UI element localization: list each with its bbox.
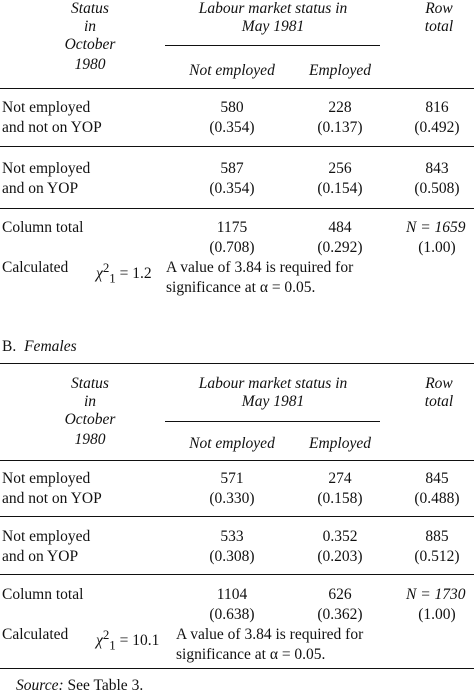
cell-row-total-prop: (0.492): [414, 119, 460, 136]
cell-employed: 274: [328, 470, 352, 487]
calculated-label: Calculated: [2, 626, 69, 643]
calculated-label: Calculated: [2, 259, 69, 276]
cell-not-employed-prop: (0.308): [209, 548, 255, 565]
row-label-line2: and not on YOP: [2, 490, 102, 507]
row-label-line1: Column total: [2, 586, 84, 603]
header-rule: [0, 460, 474, 461]
source-note: Source: See Table 3.: [16, 677, 143, 694]
header-rule: [0, 88, 474, 89]
row-label-line1: Not employed: [2, 470, 91, 487]
cell-not-employed: 533: [220, 528, 244, 545]
table-b-top-rule: [0, 363, 474, 364]
chi-value: = 1.2: [119, 265, 152, 283]
cell-row-total-prop: (1.00): [418, 239, 456, 256]
chi-value: = 10.1: [119, 632, 160, 650]
cell-not-employed-prop: (0.708): [209, 239, 255, 256]
row-label-line1: Column total: [2, 219, 84, 236]
col-header-employed: Employed: [309, 435, 371, 452]
chi-square-stat: χ21 = 1.2: [96, 259, 152, 286]
row-label-line1: Not employed: [2, 160, 91, 177]
status-header-line3: October: [64, 36, 116, 53]
source-text: See Table 3.: [67, 677, 144, 694]
significance-note-line2: significance at α = 0.05.: [166, 279, 316, 296]
col-header-not-employed: Not employed: [189, 62, 275, 79]
status-header-line4: 1980: [74, 56, 106, 73]
section-b-subtitle: Females: [24, 338, 77, 355]
chi-sup: 2: [102, 627, 110, 642]
cell-employed: 228: [328, 99, 352, 116]
row-label-line2: and not on YOP: [2, 119, 102, 136]
source-label: Source:: [16, 677, 64, 694]
chi-sub: 1: [109, 270, 116, 286]
section-b-heading: B. Females: [2, 338, 77, 355]
cell-row-total: 816: [425, 99, 449, 116]
cell-not-employed-prop: (0.354): [209, 180, 255, 197]
chi-square-stat: χ21 = 10.1: [96, 626, 159, 653]
chi-symbol: χ: [96, 265, 103, 283]
chi-sup: 2: [102, 260, 110, 275]
lms-header-line1: Labour market status in: [198, 375, 348, 392]
cell-employed-prop: (0.137): [317, 119, 363, 136]
cell-row-total: 845: [425, 470, 449, 487]
section-b-letter: B.: [2, 338, 17, 355]
status-header-line1: Status: [71, 0, 109, 17]
status-header-line1: Status: [71, 375, 109, 392]
row-rule: [0, 146, 474, 147]
cell-employed: 0.352: [322, 528, 358, 545]
cell-not-employed: 1175: [216, 219, 248, 236]
row-label-line1: Not employed: [2, 99, 91, 116]
cell-row-total-prop: (1.00): [418, 606, 456, 623]
cell-employed-prop: (0.292): [317, 239, 363, 256]
row-label-line2: and on YOP: [2, 180, 79, 197]
status-header-line3: October: [64, 411, 116, 428]
row-rule: [0, 574, 474, 575]
col-header-employed: Employed: [309, 62, 371, 79]
cell-employed-prop: (0.203): [317, 548, 363, 565]
chi-symbol: χ: [96, 632, 103, 650]
row-rule: [0, 516, 474, 517]
row-label-line2: and on YOP: [2, 548, 79, 565]
cell-not-employed: 587: [220, 160, 244, 177]
col-header-not-employed: Not employed: [189, 435, 275, 452]
row-rule: [0, 208, 474, 209]
lms-rule: [165, 45, 380, 46]
cell-employed: 626: [328, 586, 352, 603]
lms-header-line1: Labour market status in: [198, 0, 348, 17]
cell-employed-prop: (0.362): [317, 606, 363, 623]
significance-note-line2: significance at α = 0.05.: [176, 646, 326, 663]
status-header-line2: in: [83, 18, 97, 35]
cell-employed-prop: (0.154): [317, 180, 363, 197]
cell-row-total: 843: [425, 160, 449, 177]
cell-not-employed: 1104: [216, 586, 248, 603]
lms-header-line2: May 1981: [241, 393, 305, 410]
row-total-header-line1: Row: [425, 0, 453, 17]
lms-header-line2: May 1981: [241, 18, 305, 35]
cell-not-employed-prop: (0.638): [209, 606, 255, 623]
significance-note-line1: A value of 3.84 is required for: [166, 259, 354, 276]
row-total-header-line2: total: [424, 393, 454, 410]
bottom-rule: [0, 668, 474, 669]
status-header-line4: 1980: [74, 431, 106, 448]
cell-row-total-prop: (0.512): [414, 548, 460, 565]
row-total-header-line2: total: [424, 18, 454, 35]
cell-row-total: N = 1659: [406, 219, 466, 236]
cell-not-employed-prop: (0.330): [209, 490, 255, 507]
row-label-line1: Not employed: [2, 528, 91, 545]
cell-not-employed: 571: [220, 470, 244, 487]
status-header-line2: in: [83, 393, 97, 410]
cell-row-total: 885: [425, 528, 449, 545]
cell-not-employed-prop: (0.354): [209, 119, 255, 136]
row-total-header-line1: Row: [425, 375, 453, 392]
lms-rule: [165, 421, 380, 422]
cell-row-total-prop: (0.488): [414, 490, 460, 507]
chi-sub: 1: [109, 637, 116, 653]
cell-not-employed: 580: [220, 99, 244, 116]
cell-row-total: N = 1730: [406, 586, 466, 603]
cell-employed: 256: [328, 160, 352, 177]
cell-employed: 484: [328, 219, 352, 236]
cell-employed-prop: (0.158): [317, 490, 363, 507]
significance-note-line1: A value of 3.84 is required for: [176, 626, 364, 643]
cell-row-total-prop: (0.508): [414, 180, 460, 197]
